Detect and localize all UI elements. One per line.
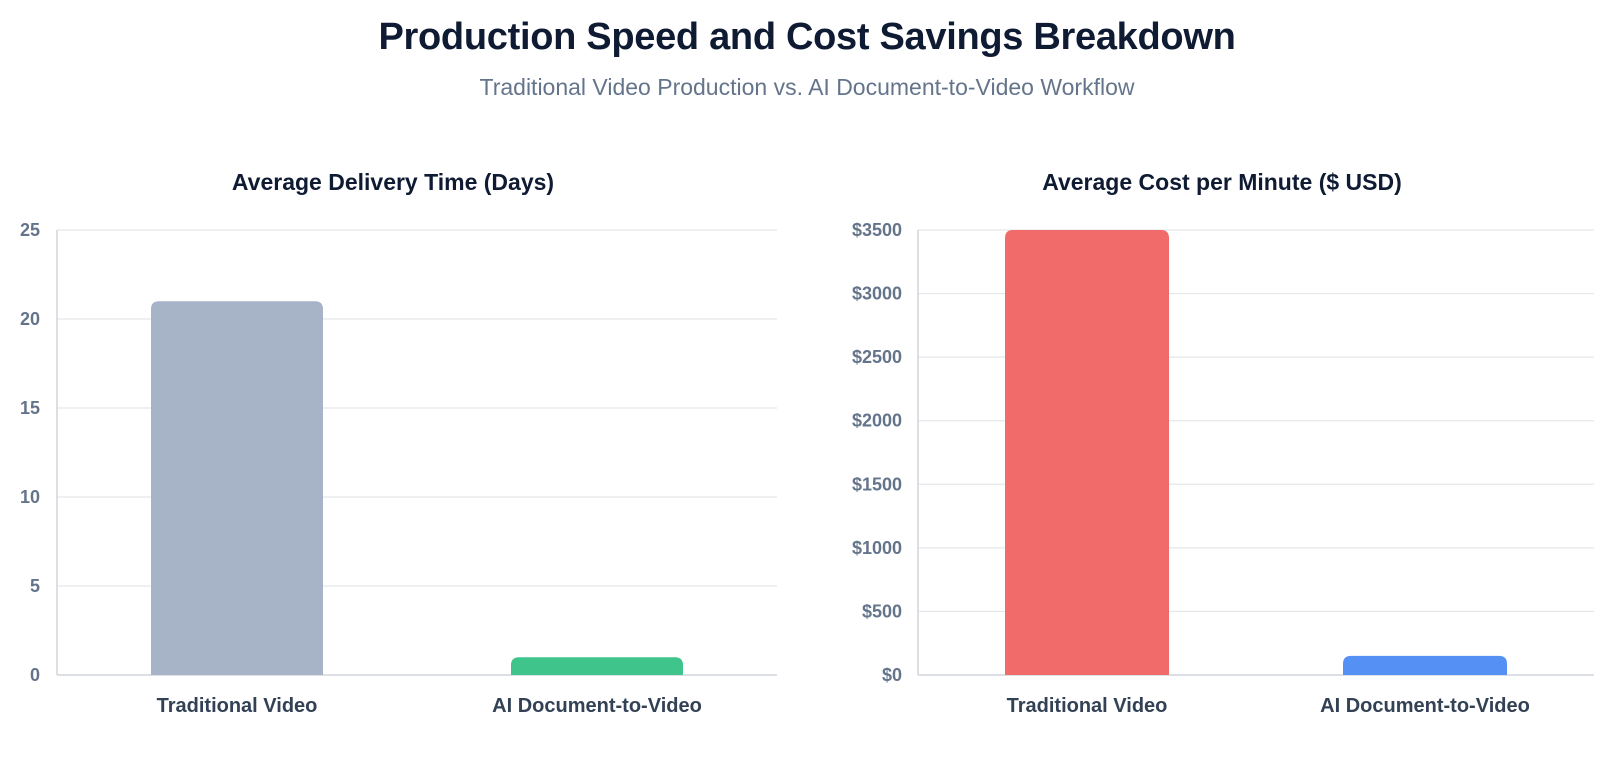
bar-ai-document-to-video <box>1343 655 1507 675</box>
y-tick-label: 0 <box>30 665 40 685</box>
page-title: Production Speed and Cost Savings Breakd… <box>378 16 1236 58</box>
y-tick-label: $500 <box>862 601 902 621</box>
bar-traditional-video <box>151 301 323 675</box>
chart-title: Average Cost per Minute ($ USD) <box>1042 169 1402 195</box>
x-category-label: AI Document-to-Video <box>1320 695 1530 717</box>
y-tick-label: $1000 <box>852 538 902 558</box>
y-tick-label: 5 <box>30 576 40 596</box>
y-tick-label: 25 <box>20 220 40 240</box>
chart-title: Average Delivery Time (Days) <box>232 169 554 195</box>
bar-traditional-video <box>1005 230 1169 675</box>
y-tick-label: $2500 <box>852 347 902 367</box>
y-tick-label: $2000 <box>852 411 902 431</box>
y-tick-label: 10 <box>20 487 40 507</box>
y-tick-label: 15 <box>20 398 40 418</box>
x-category-label: Traditional Video <box>157 695 318 717</box>
y-tick-label: $1500 <box>852 474 902 494</box>
x-category-label: Traditional Video <box>1007 695 1168 717</box>
x-category-label: AI Document-to-Video <box>492 695 702 717</box>
y-tick-label: $0 <box>882 665 902 685</box>
y-tick-label: $3000 <box>852 284 902 304</box>
bar-ai-document-to-video <box>511 657 683 675</box>
page-subtitle: Traditional Video Production vs. AI Docu… <box>479 74 1135 100</box>
y-tick-label: 20 <box>20 309 40 329</box>
y-tick-label: $3500 <box>852 220 902 240</box>
